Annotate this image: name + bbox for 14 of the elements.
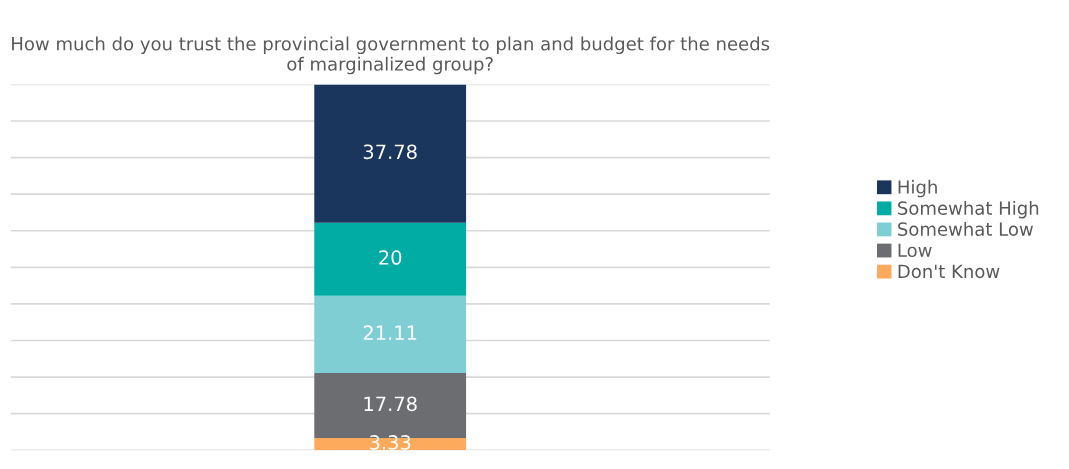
data-label: 3.33 xyxy=(370,435,411,450)
legend-label: High xyxy=(898,179,937,198)
legend-label: Don't Know xyxy=(898,264,1000,279)
legend-label: Somewhat High xyxy=(898,200,1039,219)
data-label: 21.11 xyxy=(363,325,417,340)
chart-title: How much do you trust the provincial government to plan and budget for the needs of marginalized group? xyxy=(12,36,770,75)
data-label: 20 xyxy=(379,250,402,265)
bar xyxy=(314,84,467,223)
data-label: 17.78 xyxy=(364,396,417,412)
bar xyxy=(314,222,467,296)
legend-label: Low xyxy=(898,243,932,258)
legend-label: Somewhat Low xyxy=(898,222,1033,236)
bar xyxy=(314,295,467,374)
data-label: 37.78 xyxy=(363,144,417,160)
